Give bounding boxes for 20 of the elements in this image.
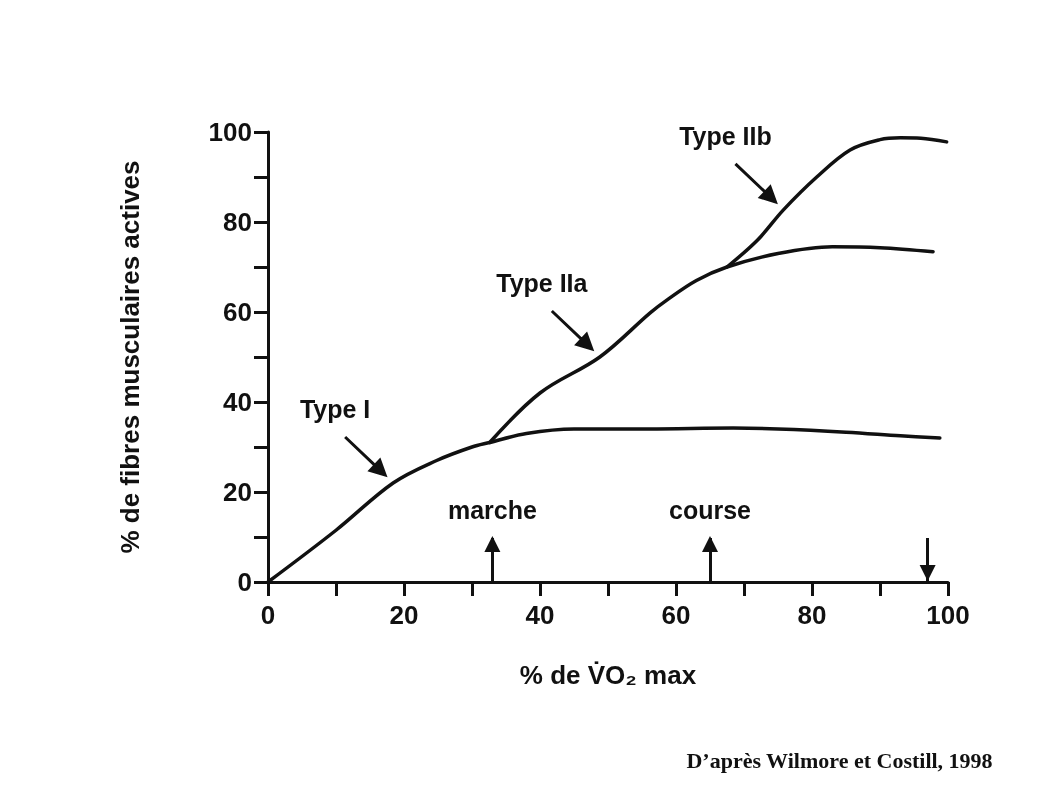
x-tick-label: 20 [389,600,419,630]
ref-line-label: course [669,496,752,524]
x-tick-label: 60 [661,600,691,630]
x-tick-label: 0 [260,600,276,630]
y-tick-label: 20 [223,477,252,507]
y-tick-label: 40 [223,387,252,417]
y-tick-label: 80 [223,207,252,237]
text: Type IIa [496,269,589,297]
y-axis-title: % de fibres musculaires actives [115,160,145,554]
ref-line-label: marche [447,496,537,524]
x-tick-label: 40 [525,600,555,630]
text: Type I [299,395,371,423]
y-tick-label: 60 [223,297,252,327]
x-axis-title: % de V̇O₂ max [519,660,697,690]
text: Type IIb [679,121,772,150]
x-tick-label: 100 [926,600,970,630]
y-tick-label: 0 [237,567,252,597]
x-tick-label: 80 [797,600,827,630]
y-tick-label: 100 [208,117,252,147]
text: D’après Wilmore et Costill, 1998 [686,747,993,773]
